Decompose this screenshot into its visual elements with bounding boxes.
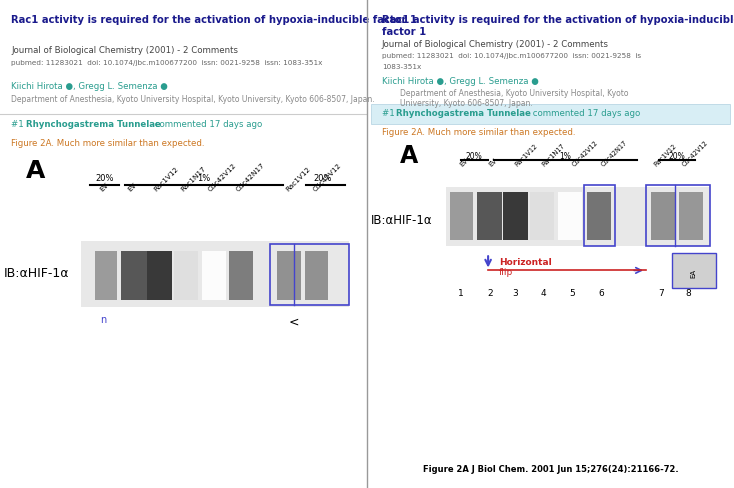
Text: Kiichi Hirota ●, Gregg L. Semenza ●: Kiichi Hirota ●, Gregg L. Semenza ● bbox=[11, 82, 168, 91]
Text: 20%: 20% bbox=[95, 173, 114, 182]
Bar bbox=[371, 105, 730, 124]
Bar bbox=[305, 251, 329, 300]
Text: 1%: 1% bbox=[559, 151, 571, 160]
Text: commented 17 days ago: commented 17 days ago bbox=[530, 108, 641, 117]
Bar bbox=[449, 192, 473, 240]
Text: 1083-351x: 1083-351x bbox=[382, 64, 421, 70]
Bar bbox=[229, 251, 253, 300]
Bar bbox=[587, 192, 611, 240]
Text: 7: 7 bbox=[658, 288, 664, 297]
Text: flip: flip bbox=[499, 267, 513, 276]
Text: 8: 8 bbox=[686, 288, 691, 297]
Bar bbox=[446, 188, 710, 246]
Text: IB:αHIF-1α: IB:αHIF-1α bbox=[4, 267, 69, 280]
Text: Cdc42N17: Cdc42N17 bbox=[600, 139, 628, 168]
Bar bbox=[558, 192, 582, 240]
Bar bbox=[121, 251, 147, 300]
Bar bbox=[477, 192, 502, 240]
Text: EV: EV bbox=[126, 181, 138, 192]
Text: EV: EV bbox=[99, 181, 110, 192]
Bar bbox=[679, 192, 703, 240]
Text: Cdc42V12: Cdc42V12 bbox=[207, 162, 238, 192]
Text: 5: 5 bbox=[570, 288, 575, 297]
Text: IB:αHIF-1α: IB:αHIF-1α bbox=[371, 213, 432, 226]
Bar bbox=[202, 251, 226, 300]
Text: 1: 1 bbox=[458, 288, 463, 297]
Text: 2: 2 bbox=[487, 288, 493, 297]
Text: Horizontal: Horizontal bbox=[499, 258, 552, 266]
Bar bbox=[584, 185, 614, 246]
Text: #1: #1 bbox=[11, 120, 26, 128]
Text: EV: EV bbox=[488, 158, 498, 168]
Text: Figure 2A J Biol Chem. 2001 Jun 15;276(24):21166-72.: Figure 2A J Biol Chem. 2001 Jun 15;276(2… bbox=[423, 465, 678, 473]
Text: Cdc42V12: Cdc42V12 bbox=[312, 162, 343, 192]
Text: Rac1V12: Rac1V12 bbox=[653, 143, 678, 168]
Bar bbox=[530, 192, 554, 240]
Text: University, Kyoto 606-8507, Japan.: University, Kyoto 606-8507, Japan. bbox=[400, 99, 533, 108]
Text: Figure 2A. Much more similar than expected.: Figure 2A. Much more similar than expect… bbox=[382, 128, 575, 137]
Bar bbox=[503, 192, 528, 240]
Text: Rac1V12: Rac1V12 bbox=[514, 143, 539, 168]
Text: 6: 6 bbox=[598, 288, 604, 297]
Text: Rhynchogastrema Tunnelae: Rhynchogastrema Tunnelae bbox=[396, 108, 531, 117]
Text: Rac1V12: Rac1V12 bbox=[285, 165, 311, 192]
Bar bbox=[95, 251, 117, 300]
Text: Rac1 activity is required for the activation of hypoxia-inducible factor 1: Rac1 activity is required for the activa… bbox=[11, 15, 417, 24]
Text: 4: 4 bbox=[540, 288, 546, 297]
Text: #1: #1 bbox=[382, 108, 397, 117]
Text: Journal of Biological Chemistry (2001) - 2 Comments: Journal of Biological Chemistry (2001) -… bbox=[11, 46, 238, 55]
Bar bbox=[175, 251, 198, 300]
Text: Cdc42V12: Cdc42V12 bbox=[571, 140, 599, 168]
Text: commented 17 days ago: commented 17 days ago bbox=[153, 120, 263, 128]
Bar bbox=[147, 251, 172, 300]
Text: Rac1N17: Rac1N17 bbox=[180, 165, 207, 192]
Text: Figure 2A. Much more similar than expected.: Figure 2A. Much more similar than expect… bbox=[11, 139, 205, 148]
Text: Kiichi Hirota ●, Gregg L. Semenza ●: Kiichi Hirota ●, Gregg L. Semenza ● bbox=[382, 77, 539, 85]
Bar bbox=[277, 251, 301, 300]
Text: 3: 3 bbox=[513, 288, 518, 297]
Text: 1%: 1% bbox=[197, 173, 211, 182]
Text: 20%: 20% bbox=[313, 173, 333, 182]
Bar bbox=[652, 192, 675, 240]
Text: pubmed: 11283021  doi: 10.1074/jbc.m100677200  issn: 0021-9258  is: pubmed: 11283021 doi: 10.1074/jbc.m10067… bbox=[382, 53, 641, 59]
Text: Journal of Biological Chemistry (2001) - 2 Comments: Journal of Biological Chemistry (2001) -… bbox=[382, 40, 608, 49]
Text: Rac1V12: Rac1V12 bbox=[153, 165, 179, 192]
Text: <: < bbox=[288, 315, 299, 328]
Text: factor 1: factor 1 bbox=[382, 27, 426, 37]
Text: 20%: 20% bbox=[465, 151, 482, 160]
Text: Rac1N17: Rac1N17 bbox=[542, 142, 567, 168]
Text: EV: EV bbox=[459, 158, 469, 168]
Text: Department of Anesthesia, Kyoto University Hospital, Kyoto: Department of Anesthesia, Kyoto Universi… bbox=[400, 89, 628, 98]
Text: A: A bbox=[26, 159, 45, 183]
Text: EA: EA bbox=[691, 268, 697, 278]
Bar bbox=[646, 185, 711, 246]
Text: Rhynchogastrema Tunnelae: Rhynchogastrema Tunnelae bbox=[26, 120, 161, 128]
Bar bbox=[81, 242, 349, 307]
Bar bbox=[270, 244, 349, 305]
Text: Rac1 activity is required for the activation of hypoxia-inducible: Rac1 activity is required for the activa… bbox=[382, 15, 734, 24]
Bar bbox=[672, 254, 716, 288]
Text: pubmed: 11283021  doi: 10.1074/jbc.m100677200  issn: 0021-9258  issn: 1083-351x: pubmed: 11283021 doi: 10.1074/jbc.m10067… bbox=[11, 60, 322, 65]
Text: Cdc42V12: Cdc42V12 bbox=[680, 140, 709, 168]
Text: n: n bbox=[100, 315, 106, 325]
Text: Cdc42N17: Cdc42N17 bbox=[235, 162, 266, 192]
Text: 20%: 20% bbox=[669, 151, 686, 160]
Text: Department of Anesthesia, Kyoto University Hospital, Kyoto University, Kyoto 606: Department of Anesthesia, Kyoto Universi… bbox=[11, 95, 374, 104]
Text: A: A bbox=[400, 144, 418, 168]
